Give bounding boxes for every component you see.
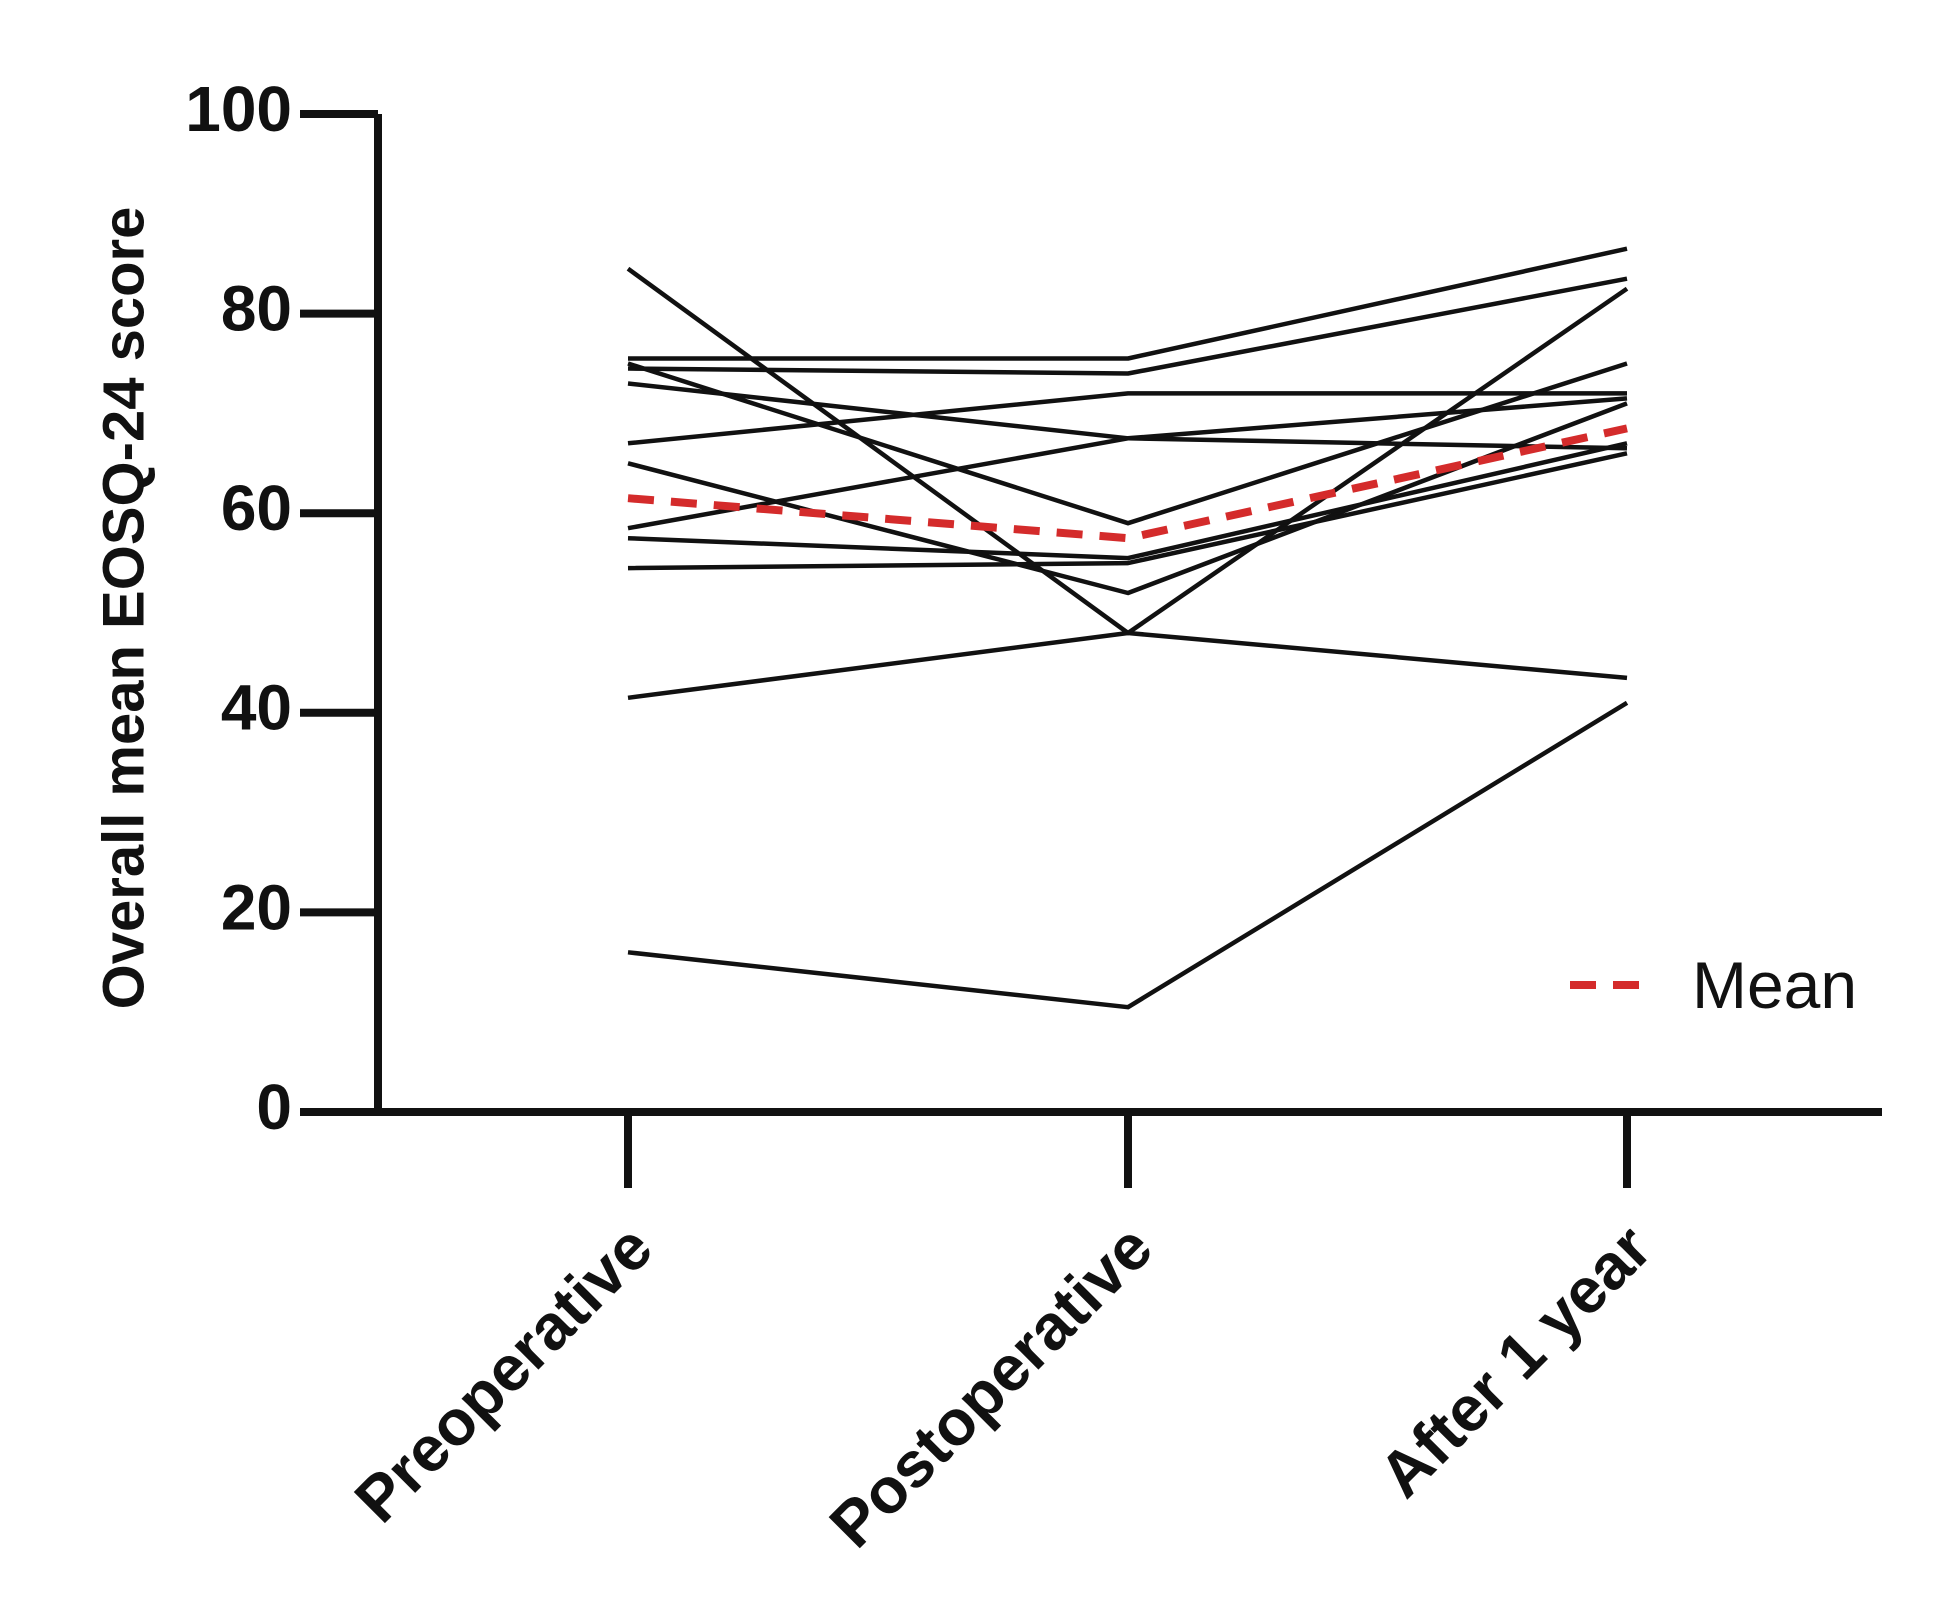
y-tick-label: 0 [256,1071,292,1143]
y-tick-label: 40 [221,672,292,744]
series-group [628,249,1627,1008]
legend-mean-label: Mean [1692,948,1857,1022]
x-tick-label: Postoperative [816,1211,1166,1561]
y-tick-label: 20 [221,871,292,943]
y-tick-label: 100 [185,73,292,145]
x-ticks: Preoperative Postoperative After 1 year [341,1112,1665,1561]
subject-series-line [628,269,1627,633]
y-axis-title: Overall mean EOSQ-24 score [91,207,156,1010]
subject-series-line [628,633,1627,698]
x-tick-label: Preoperative [341,1211,666,1536]
subject-series-line [628,703,1627,1007]
y-ticks: 0 20 40 60 80 100 [185,73,378,1143]
y-tick-label: 80 [221,273,292,345]
y-tick-label: 60 [221,472,292,544]
subject-series-line [628,249,1627,359]
x-tick-label: After 1 year [1365,1211,1665,1511]
eosq24-line-chart: 0 20 40 60 80 100 Preoperative Postoperative Af… [0,0,1949,1624]
legend: Mean [1570,948,1857,1022]
